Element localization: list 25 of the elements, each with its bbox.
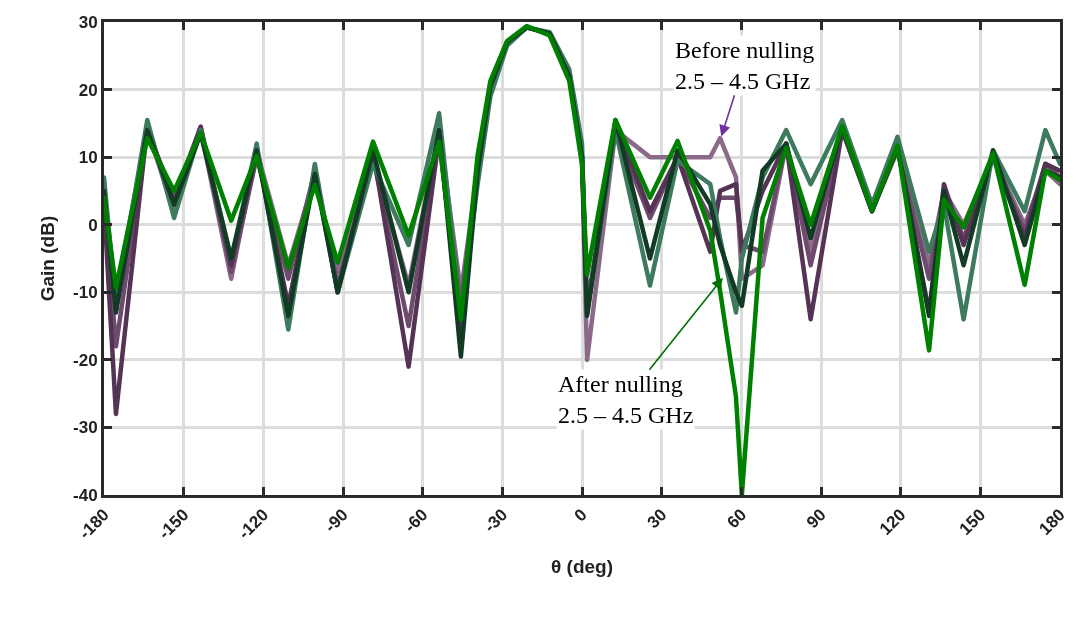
y-tick-label: -40: [73, 485, 98, 505]
x-axis-title: θ (deg): [551, 555, 613, 577]
y-axis-title: Gain (dB): [36, 215, 58, 302]
y-tick-label: -20: [73, 350, 98, 370]
y-tick-label: -30: [73, 418, 98, 438]
annotation: After nulling 2.5 – 4.5 GHz: [558, 371, 694, 429]
x-tick-label: -90: [321, 505, 352, 537]
y-tick-label: 10: [78, 148, 98, 168]
x-tick-label: 60: [723, 505, 751, 533]
x-tick-label: 180: [1035, 505, 1069, 539]
x-tick-label: 0: [570, 505, 591, 526]
x-tick-label: 120: [876, 505, 910, 539]
x-tick-label: 150: [955, 505, 990, 539]
x-tick-label: -60: [400, 505, 432, 537]
y-tick-label: -10: [73, 283, 98, 303]
y-tick-label: 20: [78, 80, 98, 100]
x-tick-label: -120: [234, 505, 273, 543]
x-tick-label: 30: [643, 505, 671, 533]
x-tick-label: -150: [155, 505, 193, 543]
x-tick-label: 90: [803, 505, 830, 533]
y-tick-label: 30: [78, 12, 98, 32]
y-tick-label: 0: [88, 215, 98, 235]
x-tick-label: -180: [75, 505, 113, 543]
x-tick-label: -30: [480, 505, 512, 537]
annotation: Before nulling 2.5 – 4.5 GHz: [675, 37, 815, 95]
